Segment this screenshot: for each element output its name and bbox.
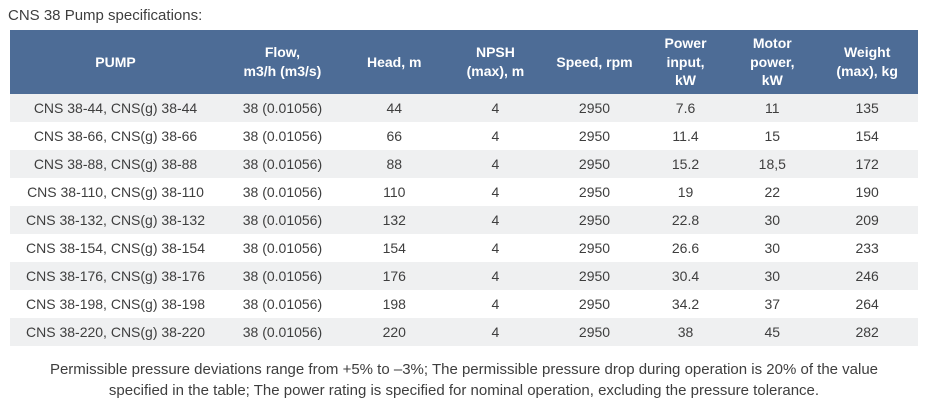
table-cell: 15.2 xyxy=(671,156,700,172)
table-cell: 110 xyxy=(383,184,406,200)
table-cell: 282 xyxy=(855,324,879,340)
table-cell: 15 xyxy=(764,128,781,144)
table-cell: 22.8 xyxy=(671,212,700,228)
table-cell: 2950 xyxy=(578,128,611,144)
table-row: CNS 38-154, CNS(g) 38-154 38 (0.01056) 154… xyxy=(10,234,918,262)
col-header-weight: Weight (max), kg xyxy=(816,30,918,94)
table-header: PUMP Flow, m3/h (m3/s) Head, m NPSH (max… xyxy=(10,30,918,94)
table-cell: 38 (0.01056) xyxy=(242,128,323,144)
table-cell: 2950 xyxy=(578,156,611,172)
table-cell: 38 (0.01056) xyxy=(242,240,323,256)
table-row: CNS 38-66, CNS(g) 38-66 38 (0.01056) 66 4 29… xyxy=(10,122,918,150)
table-cell: 4 xyxy=(491,184,500,200)
table-cell: 26.6 xyxy=(671,240,700,256)
table-cell: 30.4 xyxy=(671,268,700,284)
table-cell: 2950 xyxy=(578,240,611,256)
table-cell: 198 xyxy=(382,296,406,312)
table-cell: CNS 38-198, CNS(g) 38-198 xyxy=(26,296,205,312)
table-cell: 2950 xyxy=(578,268,611,284)
table-cell: CNS 38-44, CNS(g) 38-44 xyxy=(33,100,198,116)
table-cell: 7.6 xyxy=(675,100,696,116)
col-header-head: Head, m xyxy=(343,30,445,94)
table-cell: 132 xyxy=(382,212,406,228)
table-cell: 18,5 xyxy=(758,156,786,172)
col-header-flow: Flow, m3/h (m3/s) xyxy=(221,30,344,94)
table-cell: 88 xyxy=(386,156,403,172)
table-cell: CNS 38-154, CNS(g) 38-154 xyxy=(26,240,205,256)
col-header-npsh: NPSH (max), m xyxy=(444,30,547,94)
table-cell: 2950 xyxy=(578,324,611,340)
table-cell: 220 xyxy=(382,324,406,340)
table-cell: 2950 xyxy=(578,184,611,200)
table-row: CNS 38-44, CNS(g) 38-44 38 (0.01056) 44 4 29… xyxy=(10,94,918,122)
table-cell: 34.2 xyxy=(671,296,700,312)
table-cell: 38 (0.01056) xyxy=(242,212,323,228)
table-cell: CNS 38-132, CNS(g) 38-132 xyxy=(26,212,205,228)
table-cell: 4 xyxy=(491,128,500,144)
table-cell: 38 (0.01056) xyxy=(242,100,323,116)
table-cell: 233 xyxy=(855,240,879,256)
table-cell: CNS 38-88, CNS(g) 38-88 xyxy=(33,156,198,172)
table-body: CNS 38-44, CNS(g) 38-44 38 (0.01056) 44 4 29… xyxy=(10,94,918,346)
table-cell: 154 xyxy=(382,240,406,256)
table-cell: CNS 38-66, CNS(g) 38-66 xyxy=(33,128,198,144)
table-row: CNS 38-220, CNS(g) 38-220 38 (0.01056) 220… xyxy=(10,318,918,346)
table-row: CNS 38-198, CNS(g) 38-198 38 (0.01056) 198… xyxy=(10,290,918,318)
col-header-motor-power: Motor power, kW xyxy=(728,30,817,94)
table-cell: 2950 xyxy=(578,100,611,116)
col-header-pump: PUMP xyxy=(10,30,222,94)
table-cell: 19 xyxy=(677,184,694,200)
table-cell: 37 xyxy=(764,296,781,312)
table-row: CNS 38-88, CNS(g) 38-88 38 (0.01056) 88 4 29… xyxy=(10,150,918,178)
table-cell: 38 (0.01056) xyxy=(242,324,323,340)
table-cell: 2950 xyxy=(578,212,611,228)
table-cell: 154 xyxy=(855,128,879,144)
col-header-speed: Speed, rpm xyxy=(546,30,643,94)
table-cell: 30 xyxy=(764,268,781,284)
table-row: CNS 38-176, CNS(g) 38-176 38 (0.01056) 176… xyxy=(10,262,918,290)
table-cell: CNS 38-110, CNS(g) 38-110 xyxy=(27,184,204,200)
table-cell: 190 xyxy=(855,184,879,200)
table-cell: 246 xyxy=(855,268,879,284)
table-cell: 4 xyxy=(491,100,500,116)
table-cell: 2950 xyxy=(578,296,611,312)
table-cell: CNS 38-220, CNS(g) 38-220 xyxy=(26,324,205,340)
table-cell: 172 xyxy=(855,156,879,172)
table-cell: CNS 38-176, CNS(g) 38-176 xyxy=(26,268,205,284)
footnote: Permissible pressure deviations range fr… xyxy=(49,361,879,399)
page-title: CNS 38 Pump specifications: xyxy=(8,7,203,24)
table-cell: 38 (0.01056) xyxy=(242,268,323,284)
table-cell: 4 xyxy=(491,156,500,172)
table-cell: 176 xyxy=(382,268,406,284)
table-cell: 30 xyxy=(764,240,781,256)
pump-spec-table: PUMP Flow, m3/h (m3/s) Head, m NPSH (max… xyxy=(10,30,918,346)
table-cell: 264 xyxy=(855,296,879,312)
table-cell: 4 xyxy=(491,212,500,228)
table-cell: 11 xyxy=(765,100,780,116)
table-cell: 4 xyxy=(491,324,500,340)
table-cell: 38 (0.01056) xyxy=(242,184,323,200)
table-row: CNS 38-132, CNS(g) 38-132 38 (0.01056) 132… xyxy=(10,206,918,234)
table-cell: 30 xyxy=(764,212,781,228)
table-cell: 66 xyxy=(386,128,403,144)
col-header-power-input: Power input, kW xyxy=(642,30,729,94)
table-cell: 45 xyxy=(764,324,781,340)
table-cell: 22 xyxy=(764,184,781,200)
table-row: CNS 38-110, CNS(g) 38-110 38 (0.01056) 110… xyxy=(10,178,918,206)
table-cell: 209 xyxy=(855,212,879,228)
table-cell: 4 xyxy=(491,268,500,284)
table-cell: 135 xyxy=(855,100,879,116)
table-cell: 4 xyxy=(491,240,500,256)
table-cell: 38 (0.01056) xyxy=(242,296,323,312)
table-cell: 44 xyxy=(386,100,403,116)
table-cell: 11.4 xyxy=(672,128,699,144)
table-cell: 38 (0.01056) xyxy=(242,156,323,172)
table-cell: 38 xyxy=(677,324,694,340)
table-header-row: PUMP Flow, m3/h (m3/s) Head, m NPSH (max… xyxy=(10,30,918,94)
table-cell: 4 xyxy=(491,296,500,312)
